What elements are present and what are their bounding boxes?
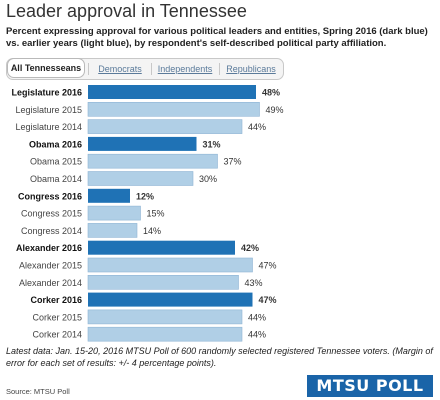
- category-label-alexander-2015: Alexander 2015: [19, 261, 82, 271]
- category-label-corker-2014: Corker 2014: [32, 330, 82, 340]
- value-label-congress-2015: 15%: [147, 209, 165, 219]
- bar-congress-2015[interactable]: [87, 205, 141, 221]
- category-label-corker-2015: Corker 2015: [32, 312, 82, 322]
- value-label-obama-2014: 30%: [199, 174, 217, 184]
- source-credit: Source: MTSU Poll: [6, 387, 70, 396]
- tab-republicans[interactable]: Republicans: [226, 64, 276, 74]
- value-label-legislature-2014: 44%: [248, 122, 266, 132]
- category-label-obama-2016: Obama 2016: [29, 139, 82, 149]
- value-label-corker-2016: 47%: [259, 295, 277, 305]
- category-label-congress-2016: Congress 2016: [18, 191, 82, 201]
- value-label-corker-2015: 44%: [248, 312, 266, 322]
- bar-corker-2016[interactable]: [88, 292, 253, 307]
- value-label-obama-2015: 37%: [224, 157, 242, 167]
- approval-bar-chart: Legislature 2016 48% Legislature 2015 49% Le…: [11, 85, 284, 342]
- category-label-legislature-2016: Legislature 2016: [11, 88, 82, 98]
- value-label-alexander-2015: 47%: [259, 261, 277, 271]
- chart-subtitle: Percent expressing approval for various …: [6, 26, 428, 49]
- bar-obama-2016[interactable]: [88, 136, 197, 151]
- chart-title: Leader approval in Tennessee: [6, 1, 247, 21]
- tab-independents[interactable]: Independents: [157, 64, 213, 74]
- value-label-legislature-2015: 49%: [266, 105, 284, 115]
- bar-corker-2014[interactable]: [87, 326, 243, 342]
- bar-legislature-2014[interactable]: [87, 119, 243, 134]
- bar-alexander-2015[interactable]: [87, 257, 253, 273]
- footnote: Latest data: Jan. 15-20, 2016 MTSU Poll …: [6, 346, 433, 368]
- category-label-congress-2015: Congress 2015: [21, 209, 82, 219]
- mtsu-poll-logo: MTSU POLL: [307, 375, 433, 397]
- tab-divider: [219, 63, 220, 75]
- category-label-congress-2014: Congress 2014: [21, 226, 82, 236]
- tab-democrats[interactable]: Democrats: [98, 64, 142, 74]
- value-label-alexander-2016: 42%: [241, 243, 259, 253]
- value-label-legislature-2016: 48%: [262, 88, 280, 98]
- bar-corker-2015[interactable]: [87, 309, 243, 325]
- tab-divider: [88, 63, 89, 75]
- bar-alexander-2016[interactable]: [88, 240, 235, 255]
- category-label-obama-2014: Obama 2014: [30, 174, 82, 184]
- value-label-alexander-2014: 43%: [245, 278, 263, 288]
- category-label-legislature-2014: Legislature 2014: [15, 122, 82, 132]
- category-label-legislature-2015: Legislature 2015: [15, 105, 82, 115]
- bar-alexander-2014[interactable]: [87, 275, 239, 290]
- tab-all-tennesseans[interactable]: All Tennesseans: [7, 58, 85, 78]
- value-label-congress-2014: 14%: [143, 226, 161, 236]
- value-label-congress-2016: 12%: [136, 191, 154, 201]
- bar-congress-2016[interactable]: [88, 188, 130, 203]
- category-label-alexander-2014: Alexander 2014: [19, 278, 82, 288]
- category-label-obama-2015: Obama 2015: [30, 157, 82, 167]
- bar-obama-2014[interactable]: [87, 171, 194, 186]
- category-label-corker-2016: Corker 2016: [30, 295, 82, 305]
- bar-obama-2015[interactable]: [87, 153, 218, 169]
- tab-divider: [151, 63, 152, 75]
- party-filter-tabs: All Tennesseans Democrats Independents R…: [6, 58, 284, 80]
- bar-congress-2014[interactable]: [87, 223, 138, 238]
- value-label-obama-2016: 31%: [203, 139, 221, 149]
- bar-legislature-2015[interactable]: [87, 101, 260, 117]
- category-label-alexander-2016: Alexander 2016: [16, 243, 82, 253]
- value-label-corker-2014: 44%: [248, 330, 266, 340]
- bar-legislature-2016[interactable]: [88, 85, 256, 99]
